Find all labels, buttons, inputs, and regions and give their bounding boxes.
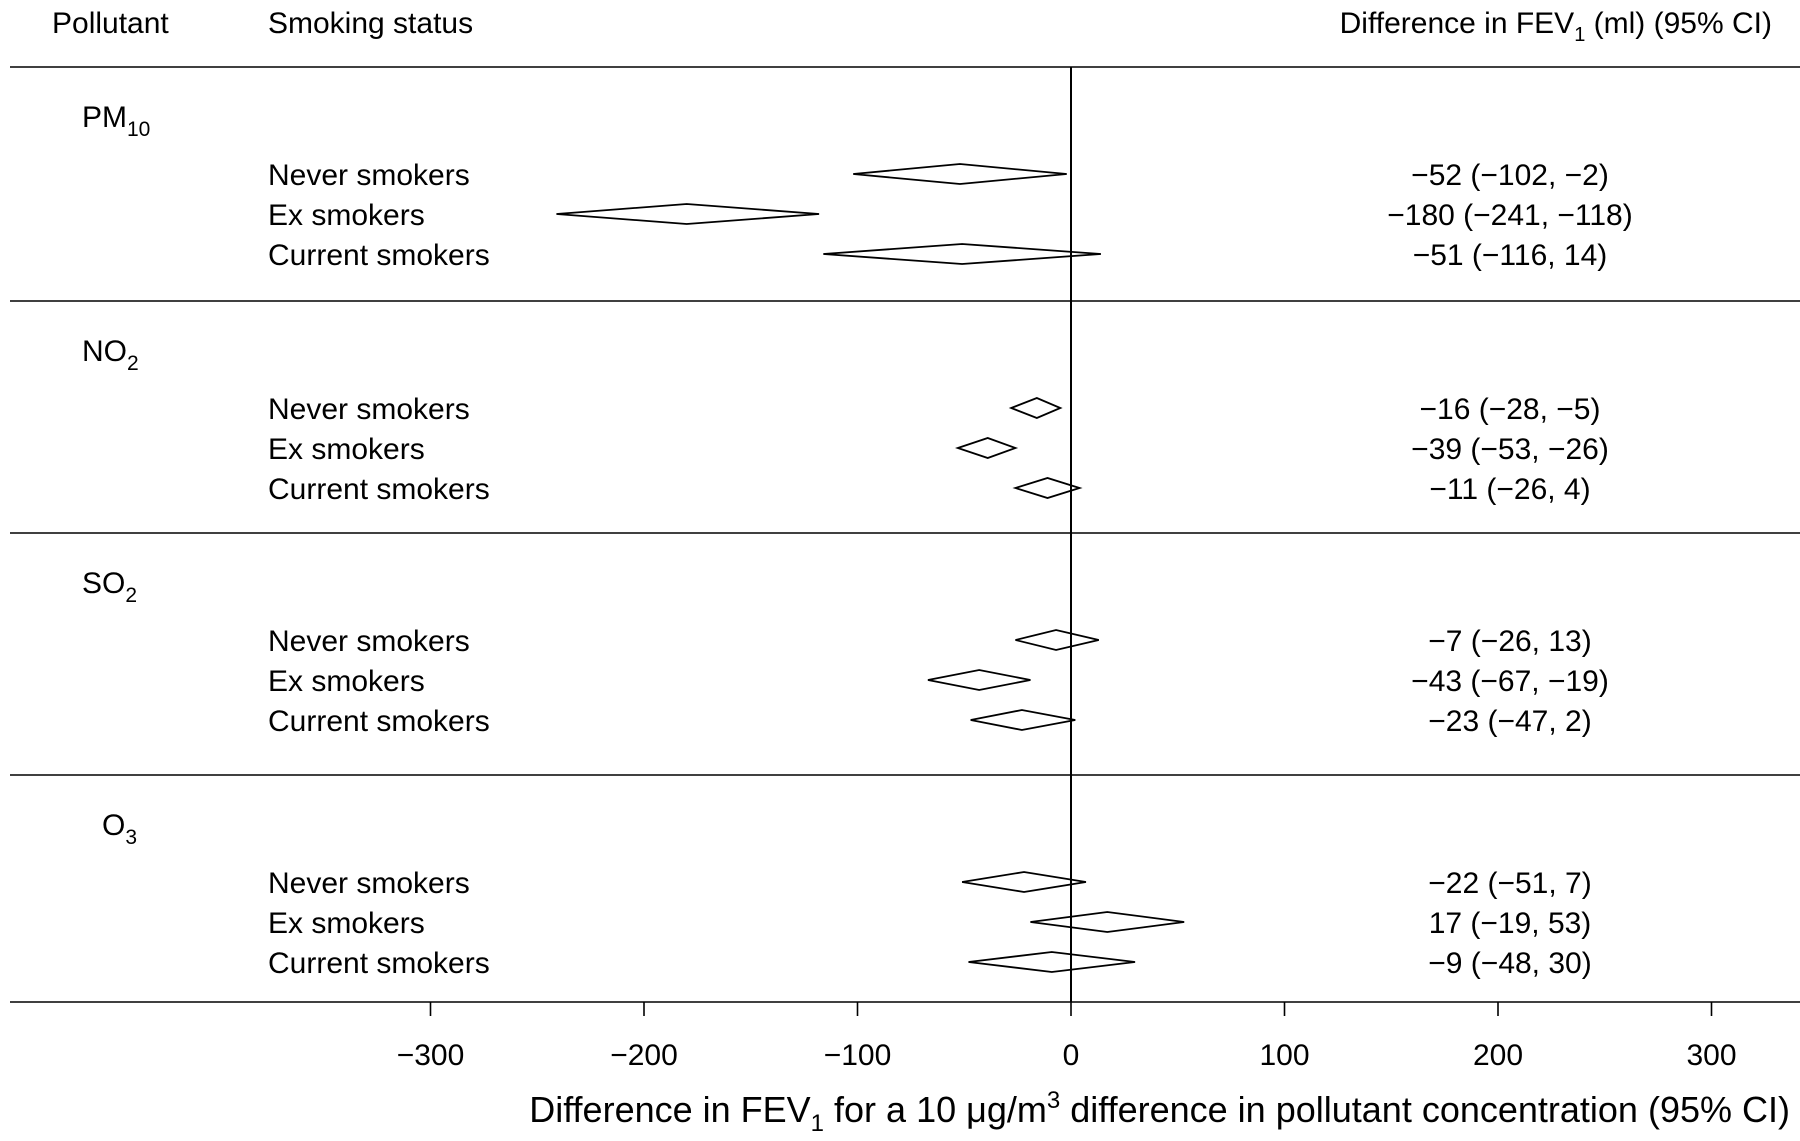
estimate-diamond bbox=[927, 669, 1031, 691]
estimate-diamond bbox=[823, 243, 1101, 265]
header-pollutant: Pollutant bbox=[52, 7, 169, 40]
pollutant-group: SO2 Never smokers −7 (−26, 13) Ex smokers −4… bbox=[82, 567, 1609, 738]
x-tick-label: −300 bbox=[397, 1039, 465, 1072]
estimate-value-label: −39 (−53, −26) bbox=[1411, 433, 1609, 466]
estimate-diamond bbox=[961, 871, 1087, 893]
estimate-diamond bbox=[853, 163, 1067, 185]
row-label: Current smokers bbox=[268, 705, 490, 738]
header-difference: Difference in FEV1 (ml) (95% CI) bbox=[1340, 7, 1772, 46]
estimate-value-label: −16 (−28, −5) bbox=[1420, 393, 1601, 426]
pollutant-label: O3 bbox=[102, 809, 137, 849]
estimate-value-label: −7 (−26, 13) bbox=[1428, 625, 1591, 658]
x-tick-label: 300 bbox=[1686, 1039, 1736, 1072]
estimate-value-label: −43 (−67, −19) bbox=[1411, 665, 1609, 698]
plot-body: PM10 Never smokers −52 (−102, −2) Ex smoker… bbox=[10, 67, 1800, 1002]
row-label: Never smokers bbox=[268, 393, 470, 426]
row-label: Ex smokers bbox=[268, 907, 425, 940]
estimate-diamond bbox=[1008, 397, 1063, 419]
x-tick-label: 100 bbox=[1259, 1039, 1309, 1072]
pollutant-label: PM10 bbox=[82, 101, 150, 141]
estimate-diamond bbox=[955, 437, 1019, 459]
estimate-value-label: −180 (−241, −118) bbox=[1387, 199, 1632, 232]
pollutant-group: PM10 Never smokers −52 (−102, −2) Ex smoker… bbox=[82, 101, 1633, 272]
estimate-diamond bbox=[556, 203, 820, 225]
pollutant-label: NO2 bbox=[82, 335, 139, 375]
estimate-diamond bbox=[970, 709, 1076, 731]
estimate-value-label: −51 (−116, 14) bbox=[1413, 239, 1608, 272]
row-label: Ex smokers bbox=[268, 433, 425, 466]
estimate-value-label: −52 (−102, −2) bbox=[1411, 159, 1609, 192]
estimate-diamond bbox=[968, 951, 1136, 973]
x-tick-label: −200 bbox=[610, 1039, 678, 1072]
estimate-value-label: −11 (−26, 4) bbox=[1429, 473, 1590, 506]
estimate-value-label: −23 (−47, 2) bbox=[1428, 705, 1591, 738]
estimate-diamond bbox=[1015, 629, 1099, 651]
row-label: Ex smokers bbox=[268, 665, 425, 698]
pollutant-group: O3 Never smokers −22 (−51, 7) Ex smokers 17 … bbox=[102, 809, 1592, 980]
x-axis-ticks: −300 −200 −100 0 100 200 300 bbox=[397, 1002, 1737, 1072]
header-smoking-status: Smoking status bbox=[268, 7, 473, 40]
x-tick-label: 200 bbox=[1473, 1039, 1523, 1072]
row-label: Never smokers bbox=[268, 867, 470, 900]
x-tick-label: −100 bbox=[824, 1039, 892, 1072]
estimate-value-label: −22 (−51, 7) bbox=[1428, 867, 1591, 900]
row-label: Current smokers bbox=[268, 473, 490, 506]
row-label: Current smokers bbox=[268, 239, 490, 272]
row-label: Never smokers bbox=[268, 159, 470, 192]
row-label: Ex smokers bbox=[268, 199, 425, 232]
pollutant-label: SO2 bbox=[82, 567, 137, 607]
row-label: Current smokers bbox=[268, 947, 490, 980]
estimate-value-label: 17 (−19, 53) bbox=[1429, 907, 1592, 940]
row-label: Never smokers bbox=[268, 625, 470, 658]
estimate-diamond bbox=[1030, 911, 1185, 933]
estimate-diamond bbox=[1012, 477, 1083, 499]
x-axis-title: Difference in FEV1 for a 10 μg/m3 differ… bbox=[529, 1087, 1790, 1137]
x-tick-label: 0 bbox=[1063, 1039, 1080, 1072]
estimate-value-label: −9 (−48, 30) bbox=[1428, 947, 1591, 980]
pollutant-group: NO2 Never smokers −16 (−28, −5) Ex smokers −… bbox=[82, 335, 1609, 506]
